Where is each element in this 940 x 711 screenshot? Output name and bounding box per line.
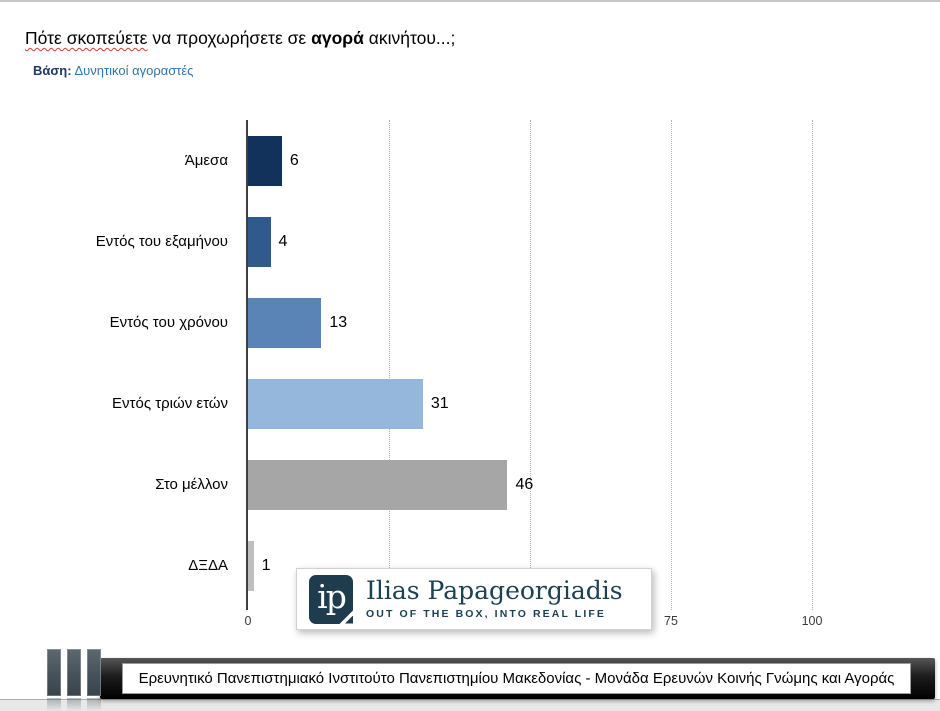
category-label: Άμεσα [184,152,228,169]
title-part: να προχωρήσετε σε [147,28,312,48]
slide-bottom-edge [0,699,940,711]
x-axis-tick-label: 100 [801,614,823,628]
logo-text: Ilias Papageorgiadis OUT OF THE BOX, INT… [366,576,623,620]
value-label: 46 [515,475,534,493]
base-note-value: Δυνητικοί αγοραστές [74,63,194,78]
plot-area: 6 4 13 31 46 1 0 75 100 [245,120,873,628]
logo-name: Ilias Papageorgiadis [366,576,623,606]
logo-tagline: OUT OF THE BOX, INTO REAL LIFE [366,607,606,620]
pillar [67,649,81,696]
bar [248,378,423,429]
pillars-logo-icon [47,649,101,696]
bar [248,540,254,591]
category-label: Στο μέλλον [155,476,228,493]
logo-ilias-papageorgiadis: ip Ilias Papageorgiadis OUT OF THE BOX, … [296,568,652,630]
category-label: Εντός του εξαμήνου [95,233,228,250]
value-label: 13 [329,313,348,331]
gridline-x-75 [671,120,672,610]
pillar [47,649,61,696]
x-axis-tick-label: 75 [664,614,678,628]
gridline-x-25 [389,120,390,610]
base-note: Βάση: Δυνητικοί αγοραστές [33,63,193,78]
pillars-logo-reflection [47,698,101,711]
logo-notch-triangle [345,615,353,624]
pillar [87,649,101,696]
footer-bar: Ερευνητικό Πανεπιστημιακό Ινστιτούτο Παν… [100,658,935,699]
gridline-x-50 [530,120,531,610]
category-label: Εντός τριών ετών [112,395,228,412]
ip-monogram-text: ip [317,576,347,616]
value-label: 4 [278,232,288,250]
value-label: 6 [289,151,299,169]
value-label: 31 [430,394,449,412]
title-part-tail: ακινήτου...; [363,28,456,48]
category-label: Εντός του χρόνου [109,314,228,331]
bar [248,216,271,267]
bar [248,135,282,186]
pillar-reflection [87,698,101,711]
x-axis-tick-label: 0 [244,614,252,628]
bar [248,459,508,510]
pillar-reflection [47,698,61,711]
bar [248,297,322,348]
footer-credit: Ερευνητικό Πανεπιστημιακό Ινστιτούτο Παν… [122,663,911,694]
value-label: 1 [261,556,271,574]
page-title: Πότε σκοπεύετε να προχωρήσετε σε αγορά α… [25,28,455,49]
gridline-x-100 [812,120,813,610]
title-part-spellchecked: Πότε σκοπεύετε [25,28,148,48]
ip-monogram-icon: ip [309,574,353,624]
category-label: ΔΞΔΑ [188,557,228,574]
base-note-label: Βάση: [33,63,72,78]
pillar-reflection [67,698,81,711]
title-bold-word: αγορά [311,28,364,48]
